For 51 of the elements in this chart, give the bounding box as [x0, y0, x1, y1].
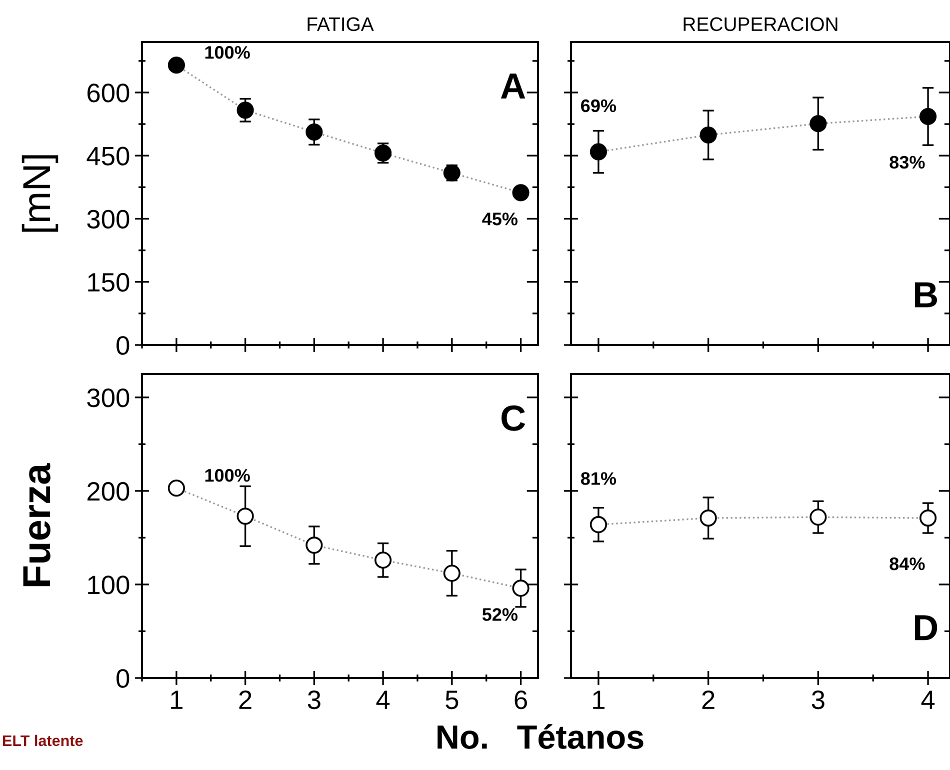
point [590, 143, 608, 160]
x-tick-label: 2 [239, 690, 252, 709]
point [512, 580, 530, 597]
y-axis-title: [mN] [22, 155, 58, 232]
annotation: 100% [205, 468, 250, 482]
point [168, 56, 185, 74]
annotation: 45% [482, 212, 518, 226]
x-axis-title: No. Tétanos [438, 724, 644, 749]
chart-title: FATIGA [308, 17, 374, 32]
y-axis-title: Fuerza [23, 463, 50, 586]
point [306, 124, 323, 141]
chart-title: RECUPERACION [684, 17, 838, 32]
y-tick-label: 0 [116, 669, 130, 688]
point [236, 102, 254, 119]
y-tick-label: 600 [88, 84, 130, 102]
point [919, 108, 937, 126]
y-tick-label: 300 [87, 388, 130, 408]
annotation: 84% [890, 557, 925, 570]
y-tick-label: 0 [116, 336, 130, 355]
x-tick-label: 2 [702, 690, 714, 709]
x-tick-label: 1 [171, 690, 182, 709]
annotation: 83% [890, 156, 925, 169]
y-tick-label: 200 [88, 482, 130, 501]
point [443, 564, 460, 582]
x-tick-label: 6 [514, 690, 527, 710]
point [512, 184, 530, 202]
x-tick-label: 3 [308, 690, 320, 710]
annotation: 52% [482, 608, 518, 621]
x-tick-label: 5 [446, 690, 458, 710]
point [236, 508, 254, 525]
point [306, 536, 323, 554]
x-tick-label: 1 [593, 690, 605, 709]
y-tick-label: 150 [88, 273, 130, 292]
annotation: C [502, 405, 526, 431]
point [700, 126, 717, 144]
y-tick-label: 450 [86, 146, 130, 166]
text: ELT latente [3, 734, 83, 746]
annotation: 100% [205, 46, 250, 59]
x-tick-label: 4 [921, 690, 935, 709]
annotation: B [914, 282, 937, 308]
point [810, 115, 827, 132]
point [168, 480, 185, 497]
annotation: A [500, 74, 526, 98]
x-tick-label: 4 [376, 690, 390, 709]
y-tick-label: 300 [87, 210, 130, 229]
x-tick-label: 3 [812, 690, 824, 710]
y-tick-label: 100 [88, 576, 130, 594]
point [374, 552, 392, 569]
annotation: 69% [581, 99, 616, 112]
annotation: D [914, 615, 938, 640]
annotation: 81% [580, 472, 616, 485]
